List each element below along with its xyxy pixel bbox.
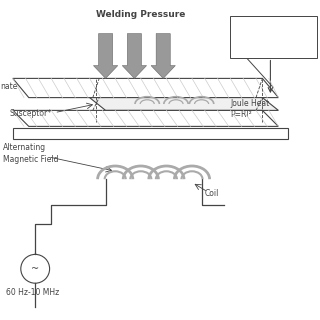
Text: 60 Hz-10 MHz: 60 Hz-10 MHz bbox=[6, 288, 60, 297]
Polygon shape bbox=[151, 34, 175, 78]
Text: Welding Pressure: Welding Pressure bbox=[96, 10, 186, 19]
Text: Susceptor*: Susceptor* bbox=[10, 109, 52, 118]
Text: nate: nate bbox=[0, 82, 17, 91]
Polygon shape bbox=[13, 128, 288, 139]
Text: Joule Heat
P=RI²: Joule Heat P=RI² bbox=[230, 99, 270, 119]
Polygon shape bbox=[90, 98, 278, 110]
Text: Alternating
Magnetic Field: Alternating Magnetic Field bbox=[3, 143, 59, 164]
Text: Coil: Coil bbox=[205, 189, 219, 198]
Polygon shape bbox=[122, 34, 147, 78]
Text: Induced Ec
Currents: Induced Ec Currents bbox=[253, 27, 294, 47]
Polygon shape bbox=[13, 78, 278, 98]
FancyBboxPatch shape bbox=[230, 16, 317, 58]
Polygon shape bbox=[93, 34, 118, 78]
Polygon shape bbox=[13, 110, 278, 126]
Text: ~: ~ bbox=[31, 264, 39, 274]
